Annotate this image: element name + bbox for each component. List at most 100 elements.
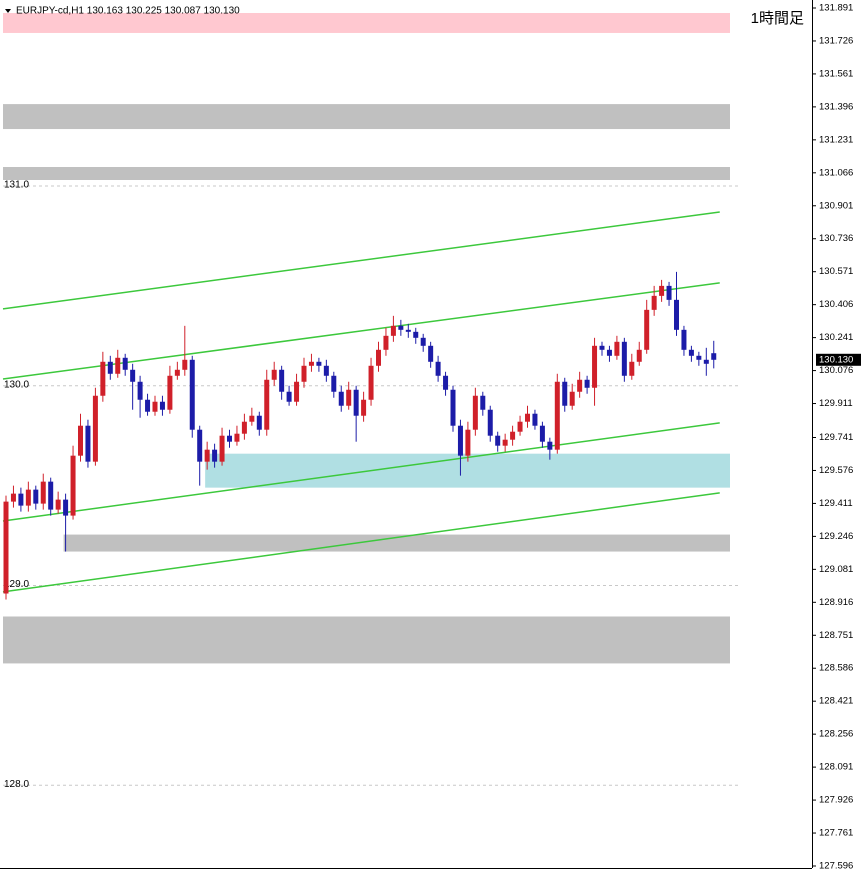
candle-body bbox=[25, 489, 31, 506]
candle-body bbox=[525, 413, 530, 422]
candle-body bbox=[3, 501, 9, 594]
candle-body bbox=[368, 365, 374, 400]
candle-body bbox=[376, 349, 381, 366]
y-tick-label: 129.411 bbox=[819, 498, 853, 509]
grid-label: 129.0 bbox=[4, 579, 29, 590]
timeframe-label: 1時間足 bbox=[751, 10, 804, 27]
candle-body bbox=[249, 415, 255, 422]
candle-body bbox=[33, 489, 39, 504]
y-tick-label: 129.081 bbox=[819, 564, 853, 575]
candle-body bbox=[614, 341, 620, 356]
candle-body bbox=[323, 365, 329, 376]
candle-body bbox=[539, 425, 545, 442]
candle-body bbox=[584, 379, 590, 388]
price-tag-label: 130.130 bbox=[819, 354, 853, 365]
candle-body bbox=[644, 309, 650, 350]
y-tick-label: 131.066 bbox=[819, 167, 853, 178]
candle-body bbox=[182, 359, 188, 370]
candle-body bbox=[420, 337, 426, 346]
y-tick-label: 127.596 bbox=[819, 861, 853, 870]
y-tick-label: 131.231 bbox=[819, 134, 853, 145]
grid-label: 130.0 bbox=[4, 379, 29, 390]
candle-body bbox=[457, 425, 463, 456]
candle-body bbox=[666, 285, 672, 300]
candle-body bbox=[331, 375, 337, 392]
candle-body bbox=[562, 381, 568, 406]
candle-body bbox=[159, 401, 165, 410]
grid-label: 128.0 bbox=[4, 779, 29, 790]
candle-body bbox=[517, 421, 523, 432]
candle-body bbox=[308, 361, 314, 366]
candle-body bbox=[85, 425, 91, 462]
y-tick-label: 130.571 bbox=[819, 266, 853, 277]
price-zone bbox=[3, 104, 730, 130]
y-tick-label: 130.406 bbox=[819, 299, 853, 310]
candle-body bbox=[279, 369, 285, 392]
candle-body bbox=[197, 429, 203, 462]
y-tick-label: 129.911 bbox=[819, 398, 853, 409]
candle-body bbox=[510, 431, 516, 440]
candle-body bbox=[398, 325, 404, 330]
chart-title: EURJPY-cd,H1 130.163 130.225 130.087 130… bbox=[16, 6, 240, 17]
candle-body bbox=[107, 361, 113, 374]
y-tick-label: 128.916 bbox=[819, 597, 853, 608]
menu-arrow[interactable] bbox=[5, 9, 11, 13]
candle-body bbox=[271, 369, 277, 380]
y-tick-label: 128.421 bbox=[819, 696, 853, 707]
y-tick-label: 130.901 bbox=[819, 200, 853, 211]
candle-body bbox=[495, 435, 501, 446]
y-tick-label: 128.091 bbox=[819, 762, 853, 773]
candle-body bbox=[10, 493, 16, 502]
candle-body bbox=[92, 395, 98, 462]
candle-body bbox=[227, 435, 232, 442]
price-zone bbox=[3, 12, 730, 33]
y-tick-label: 127.926 bbox=[819, 795, 853, 806]
candle-body bbox=[219, 435, 225, 462]
candle-body bbox=[18, 493, 24, 506]
candle-body bbox=[487, 409, 493, 436]
price-zone bbox=[3, 167, 730, 180]
candle-body bbox=[659, 285, 665, 296]
candle-body bbox=[703, 359, 709, 364]
candle-body bbox=[100, 361, 106, 396]
candle-body bbox=[115, 357, 121, 374]
candle-body bbox=[547, 441, 553, 450]
candle-body bbox=[130, 369, 136, 382]
candle-body bbox=[465, 429, 471, 456]
candle-body bbox=[152, 401, 158, 412]
candle-body bbox=[174, 369, 180, 376]
candle-body bbox=[688, 349, 694, 356]
price-zone bbox=[63, 534, 731, 552]
candle-body bbox=[606, 349, 612, 356]
candle-body bbox=[502, 439, 508, 446]
candle-body bbox=[167, 375, 173, 410]
candle-body bbox=[674, 299, 679, 330]
trend-line bbox=[2, 211, 720, 310]
candle-body bbox=[145, 399, 151, 412]
candle-body bbox=[554, 381, 560, 450]
candle-body bbox=[316, 361, 322, 366]
candle-body bbox=[294, 381, 300, 402]
candle-body bbox=[40, 481, 46, 504]
candle-body bbox=[234, 433, 240, 442]
candle-body bbox=[711, 353, 717, 360]
candle-body bbox=[264, 379, 270, 430]
candle-body bbox=[681, 329, 687, 350]
candle-body bbox=[204, 449, 210, 462]
y-tick-label: 131.396 bbox=[819, 101, 853, 112]
y-tick-label: 128.751 bbox=[819, 630, 853, 641]
candle-body bbox=[599, 345, 605, 350]
candle-body bbox=[450, 389, 456, 426]
y-tick-label: 130.736 bbox=[819, 233, 853, 244]
grid-label: 131.0 bbox=[4, 180, 29, 191]
candle-body bbox=[78, 425, 83, 456]
y-tick-label: 129.741 bbox=[819, 432, 853, 443]
y-tick-label: 131.891 bbox=[819, 3, 853, 14]
candle-body bbox=[577, 379, 583, 392]
y-tick-label: 128.586 bbox=[819, 663, 853, 674]
y-tick-label: 131.726 bbox=[819, 35, 853, 46]
candle-body bbox=[189, 359, 195, 430]
candle-body bbox=[301, 365, 307, 382]
candle-body bbox=[569, 391, 575, 406]
